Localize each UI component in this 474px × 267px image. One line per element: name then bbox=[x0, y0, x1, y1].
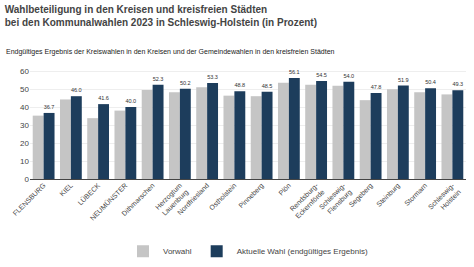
svg-text:40: 40 bbox=[20, 103, 29, 112]
svg-text:Pinneberg: Pinneberg bbox=[237, 182, 265, 210]
svg-text:50.4: 50.4 bbox=[425, 79, 436, 85]
svg-text:50.2: 50.2 bbox=[180, 80, 191, 86]
svg-text:Steinburg: Steinburg bbox=[375, 182, 402, 209]
svg-text:48.8: 48.8 bbox=[234, 82, 245, 88]
svg-text:40.0: 40.0 bbox=[125, 98, 136, 104]
svg-text:Segeberg: Segeberg bbox=[347, 182, 374, 209]
svg-text:53.3: 53.3 bbox=[207, 74, 218, 80]
svg-text:Schleswig-Flensburg: Schleswig-Flensburg bbox=[318, 181, 354, 217]
svg-text:LÜBECK: LÜBECK bbox=[77, 182, 102, 207]
svg-text:36.7: 36.7 bbox=[44, 104, 55, 110]
svg-text:30: 30 bbox=[20, 121, 29, 130]
svg-text:Endgültiges Ergebnis der Kreis: Endgültiges Ergebnis der Kreiswahlen in … bbox=[6, 48, 335, 56]
svg-text:50: 50 bbox=[20, 85, 29, 94]
svg-text:0: 0 bbox=[25, 175, 30, 184]
svg-text:49.3: 49.3 bbox=[452, 81, 463, 87]
svg-text:60: 60 bbox=[20, 67, 29, 76]
svg-text:56.1: 56.1 bbox=[289, 69, 300, 75]
svg-text:Schleswig-Holstein: Schleswig-Holstein bbox=[427, 181, 463, 217]
svg-text:47.8: 47.8 bbox=[371, 84, 382, 90]
svg-text:Wahlbeteiligung in den Kreisen: Wahlbeteiligung in den Kreisen und kreis… bbox=[5, 4, 317, 28]
svg-text:48.5: 48.5 bbox=[262, 83, 273, 89]
svg-text:54.0: 54.0 bbox=[343, 73, 354, 79]
svg-text:10: 10 bbox=[20, 157, 29, 166]
svg-text:HerzogtumLauenburg: HerzogtumLauenburg bbox=[154, 182, 190, 218]
svg-text:54.5: 54.5 bbox=[316, 72, 327, 78]
svg-text:Plön: Plön bbox=[277, 182, 292, 197]
svg-text:52.3: 52.3 bbox=[153, 76, 164, 82]
svg-text:Vorwahl: Vorwahl bbox=[163, 247, 192, 256]
svg-text:Dithmarschen: Dithmarschen bbox=[120, 182, 156, 218]
svg-text:Nordfriesland: Nordfriesland bbox=[176, 182, 210, 216]
svg-text:Stormarn: Stormarn bbox=[403, 182, 428, 207]
svg-text:46.0: 46.0 bbox=[71, 87, 82, 93]
svg-text:41.6: 41.6 bbox=[98, 95, 109, 101]
svg-text:KIEL: KIEL bbox=[58, 182, 74, 198]
svg-text:Rendsburg-Eckernförde: Rendsburg-Eckernförde bbox=[288, 181, 327, 220]
svg-text:NEUMÜNSTER: NEUMÜNSTER bbox=[89, 182, 129, 222]
svg-text:51.9: 51.9 bbox=[398, 77, 409, 83]
svg-text:Aktuelle Wahl (endgültiges Erg: Aktuelle Wahl (endgültiges Ergebnis) bbox=[237, 247, 368, 256]
svg-text:20: 20 bbox=[20, 139, 29, 148]
svg-text:FLENSBURG: FLENSBURG bbox=[12, 182, 47, 217]
svg-text:Ostholstein: Ostholstein bbox=[208, 182, 238, 212]
